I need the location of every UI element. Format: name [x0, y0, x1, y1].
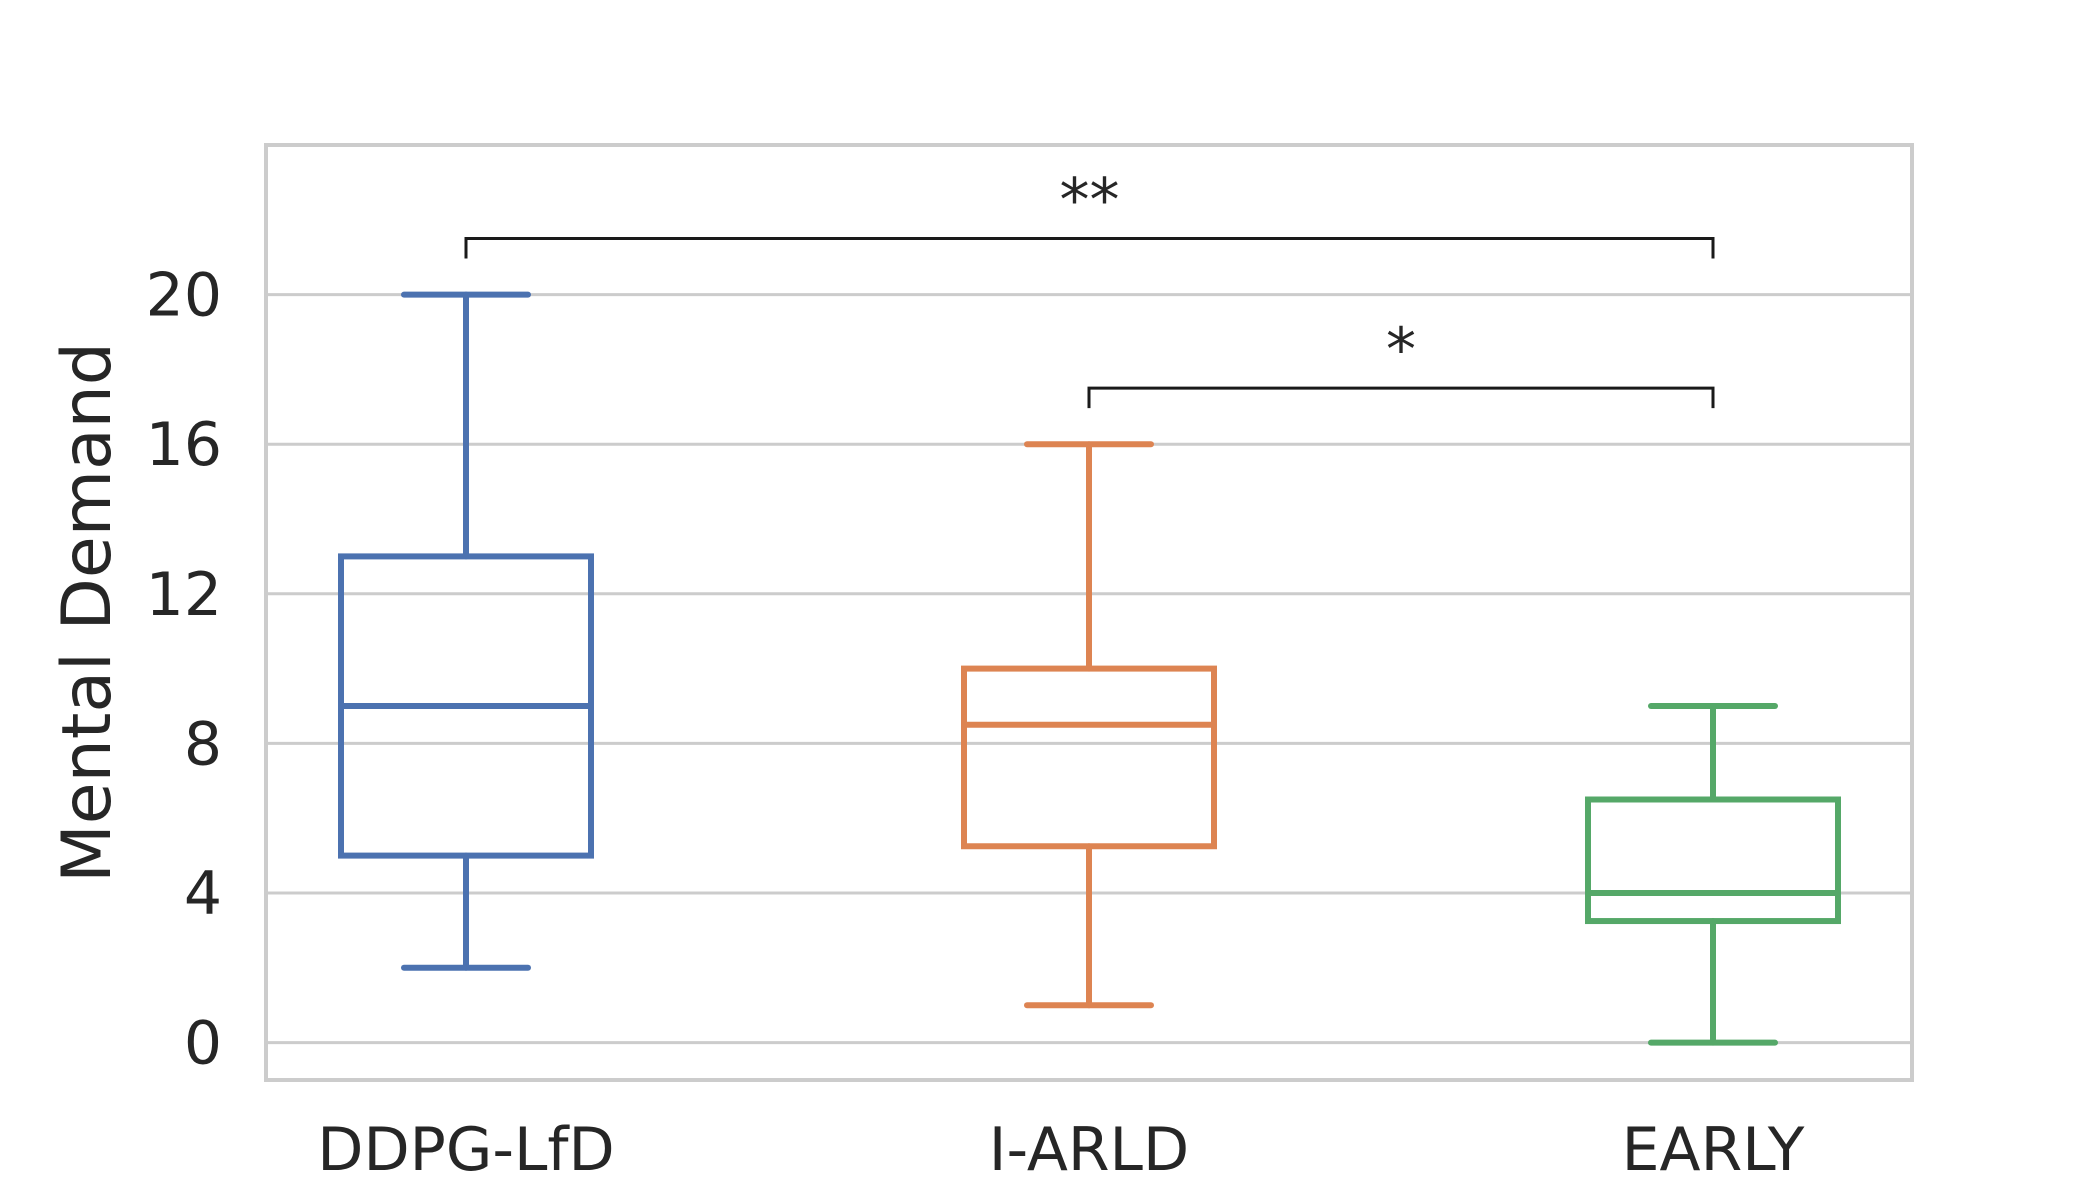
x-tick-label: EARLY [1622, 1115, 1805, 1185]
box-ddpg-lfd [338, 291, 594, 971]
significance-label: ** [1060, 166, 1120, 236]
iqr-box [961, 665, 1217, 850]
box-i-arld [961, 441, 1217, 1009]
plot-frame [264, 143, 1914, 1082]
significance-bracket [464, 237, 1715, 259]
iqr-box [1585, 796, 1841, 925]
significance-bracket [1087, 386, 1715, 409]
significance-brackets: *** [464, 166, 1715, 409]
y-tick-label: 16 [146, 410, 222, 480]
y-tick-label: 4 [184, 859, 222, 929]
y-tick-label: 8 [184, 709, 222, 779]
y-tick-label: 12 [146, 560, 222, 630]
y-tick-label: 0 [184, 1009, 222, 1079]
x-tick-label: I-ARLD [989, 1115, 1189, 1185]
significance-label: * [1386, 315, 1416, 385]
x-axis-ticks: DDPG-LfD I-ARLD EARLY [317, 1115, 1804, 1185]
y-axis-label: Mental Demand [48, 342, 127, 883]
x-tick-label: DDPG-LfD [317, 1115, 614, 1185]
boxes [338, 291, 1841, 1046]
y-axis-ticks: 0 4 8 12 16 20 [146, 261, 222, 1079]
box-early [1585, 703, 1841, 1046]
y-tick-label: 20 [146, 261, 222, 331]
